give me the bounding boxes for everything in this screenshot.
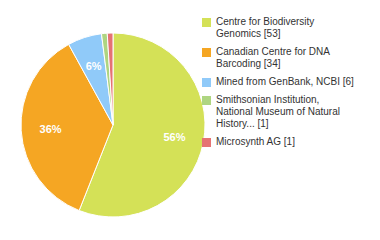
- html-text:History... [1]: History... [1]: [216, 118, 269, 129]
- html-text:Mined from GenBank, NCBI [6]: Mined from GenBank, NCBI [6]: [216, 76, 354, 87]
- svg-text:6%: 6%: [86, 60, 102, 72]
- html-text:Barcoding [34]: Barcoding [34]: [216, 58, 281, 69]
- html-text:Centre for Biodiversity: Centre for Biodiversity: [216, 16, 315, 27]
- html-text:Microsynth AG [1]: Microsynth AG [1]: [216, 136, 295, 147]
- html-text:National Museum of Natural: National Museum of Natural: [216, 106, 340, 117]
- html-text:Smithsonian Institution,: Smithsonian Institution,: [216, 94, 320, 105]
- html-text:Genomics [53]: Genomics [53]: [216, 28, 281, 39]
- html-text:Canadian Centre for DNA: Canadian Centre for DNA: [216, 46, 330, 57]
- svg-text:56%: 56%: [163, 131, 185, 143]
- svg-text:36%: 36%: [40, 123, 62, 135]
